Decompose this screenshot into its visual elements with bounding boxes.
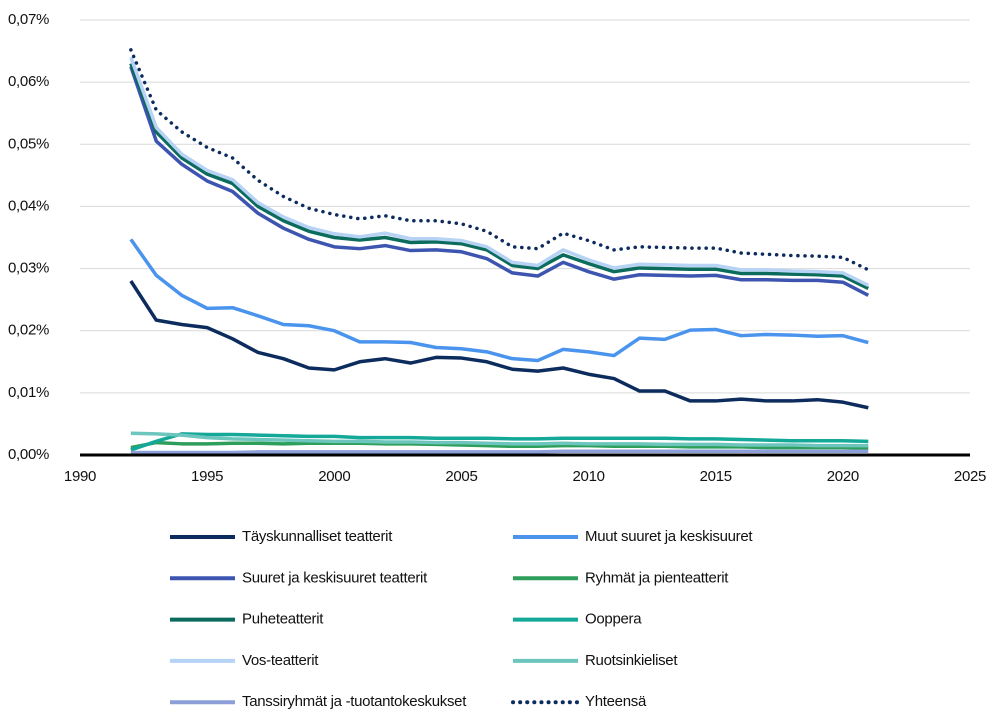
x-tick-label: 2005 (445, 468, 477, 485)
series-line (129, 48, 871, 272)
x-tick-label: 2020 (827, 468, 859, 485)
legend-label: Tanssiryhmät ja -tuotantokeskukset (242, 693, 467, 710)
x-tick-label: 1990 (64, 468, 96, 485)
y-tick-label: 0,02% (8, 322, 49, 339)
legend-label: Muut suuret ja keskisuuret (585, 528, 753, 545)
series-line (129, 280, 869, 410)
legend-label: Ooppera (585, 611, 642, 628)
series-line (129, 66, 870, 297)
y-tick-label: 0,04% (8, 197, 49, 214)
series-line (129, 56, 870, 287)
legend-label: Ruotsinkieliset (585, 652, 678, 669)
series-line (130, 431, 869, 448)
x-tick-label: 2000 (318, 468, 350, 485)
y-tick-label: 0,01% (8, 384, 49, 401)
series-line (130, 449, 869, 455)
legend-label: Ryhmät ja pienteatterit (585, 569, 729, 586)
x-tick-label: 2015 (700, 468, 732, 485)
y-tick-label: 0,05% (8, 135, 49, 152)
y-tick-label: 0,06% (8, 73, 49, 90)
legend-label: Täyskunnalliset teatterit (242, 528, 393, 545)
y-tick-label: 0,03% (8, 260, 49, 277)
x-tick-label: 2010 (572, 468, 604, 485)
legend-label: Suuret ja keskisuuret teatterit (242, 569, 428, 586)
series-line (129, 62, 870, 291)
y-tick-label: 0,07% (8, 11, 49, 28)
legend-label: Yhteensä (585, 693, 647, 710)
x-tick-label: 1995 (191, 468, 223, 485)
series-line (130, 432, 869, 452)
x-tick-label: 2025 (954, 468, 986, 485)
y-tick-label: 0,00% (8, 446, 49, 463)
legend-label: Puheteatterit (242, 611, 324, 628)
series-line (130, 440, 869, 450)
legend-label: Vos-teatterit (242, 652, 319, 669)
series-line (129, 238, 869, 363)
